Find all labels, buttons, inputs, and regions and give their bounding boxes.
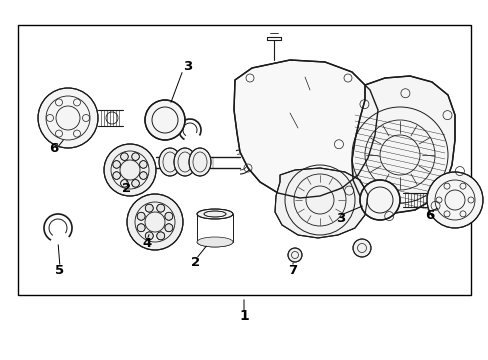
- Circle shape: [352, 239, 370, 257]
- Polygon shape: [234, 60, 377, 198]
- Circle shape: [164, 224, 172, 232]
- Text: 3: 3: [336, 212, 345, 225]
- Circle shape: [137, 224, 145, 232]
- Circle shape: [113, 161, 120, 168]
- Circle shape: [131, 180, 139, 187]
- Text: 3: 3: [183, 59, 192, 72]
- Circle shape: [145, 100, 184, 140]
- Text: 5: 5: [55, 264, 64, 276]
- Circle shape: [145, 204, 153, 212]
- Ellipse shape: [197, 237, 232, 247]
- Circle shape: [359, 180, 399, 220]
- Circle shape: [104, 144, 156, 196]
- Text: 1: 1: [239, 309, 248, 323]
- Circle shape: [38, 88, 98, 148]
- Circle shape: [157, 204, 164, 212]
- Ellipse shape: [197, 209, 232, 219]
- Text: 2: 2: [122, 181, 131, 194]
- Circle shape: [131, 153, 139, 161]
- Circle shape: [157, 232, 164, 240]
- Ellipse shape: [159, 148, 181, 176]
- Circle shape: [426, 172, 482, 228]
- Text: 2: 2: [191, 256, 200, 269]
- Polygon shape: [274, 168, 367, 238]
- Circle shape: [121, 180, 128, 187]
- Text: 6: 6: [49, 141, 59, 154]
- Circle shape: [127, 194, 183, 250]
- Ellipse shape: [174, 148, 196, 176]
- Circle shape: [139, 172, 147, 179]
- Circle shape: [164, 212, 172, 220]
- Text: 4: 4: [142, 237, 151, 249]
- Circle shape: [145, 232, 153, 240]
- Circle shape: [137, 212, 145, 220]
- Polygon shape: [351, 76, 454, 213]
- Text: 6: 6: [425, 208, 434, 221]
- Ellipse shape: [203, 211, 225, 217]
- Bar: [18, 25, 470, 295]
- Circle shape: [287, 248, 302, 262]
- Circle shape: [113, 172, 120, 179]
- Circle shape: [121, 153, 128, 161]
- Text: 7: 7: [288, 264, 297, 276]
- Circle shape: [139, 161, 147, 168]
- Ellipse shape: [189, 148, 210, 176]
